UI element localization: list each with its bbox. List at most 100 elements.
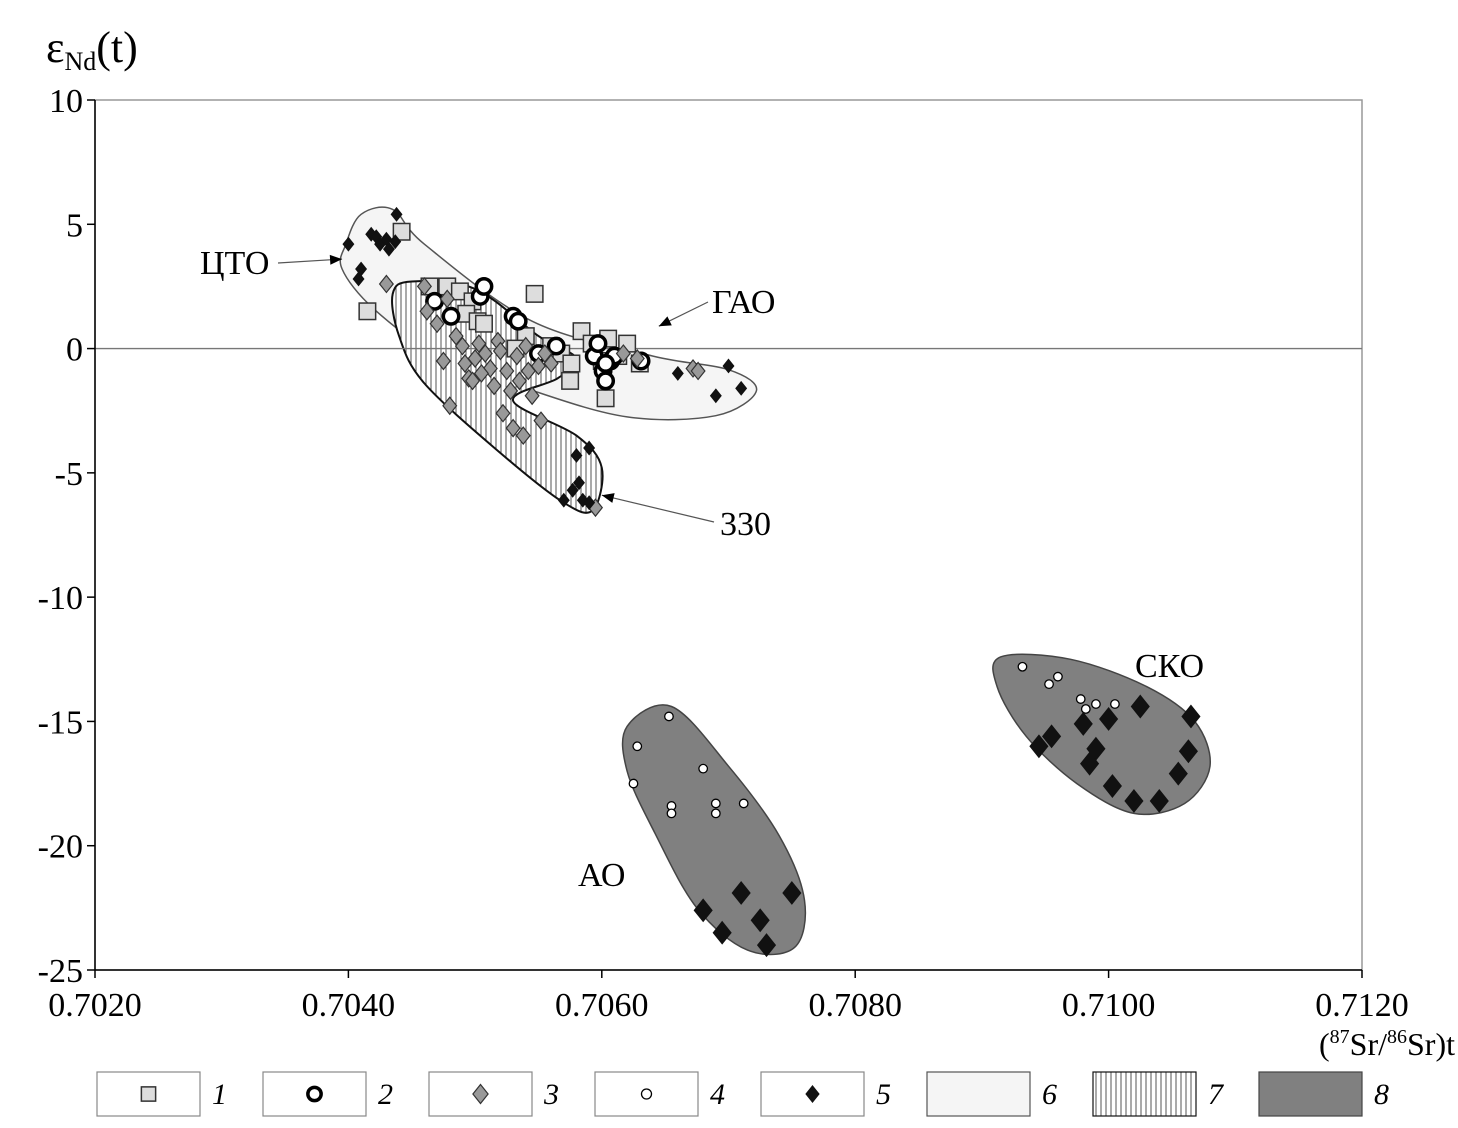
data-point-series-5 (1086, 736, 1106, 761)
data-point-series-4 (666, 808, 677, 819)
data-point-series-2 (596, 354, 616, 373)
legend-marker-3 (472, 1083, 489, 1105)
y-axis-label: εNd(t) (46, 23, 138, 76)
data-point-series-3 (454, 336, 470, 356)
data-point-series-3 (509, 346, 525, 366)
data-point-series-3 (473, 363, 490, 383)
data-point-series-5 (390, 206, 403, 222)
data-point-series-4 (628, 778, 639, 789)
x-tick-label: 0.7100 (1062, 987, 1156, 1024)
legend-label: 8 (1374, 1078, 1389, 1111)
legend-label: 2 (378, 1078, 393, 1111)
y-tick-label: -10 (38, 580, 83, 617)
data-point-series-2 (474, 276, 494, 296)
data-point-series-5 (693, 898, 713, 923)
data-point-series-5 (1124, 789, 1144, 813)
data-point-series-4 (1080, 704, 1091, 714)
data-point-series-3 (503, 381, 519, 401)
y-tick-label: -20 (38, 829, 83, 866)
field-outlines (339, 206, 1211, 956)
data-point-series-4 (664, 711, 674, 722)
data-point-series-5 (1168, 761, 1188, 786)
data-point-series-5 (750, 908, 770, 933)
data-point-series-3 (416, 276, 432, 296)
legend: 1 2 3 4 5 6 7 8 (96, 1071, 1389, 1117)
data-point-series-3 (495, 403, 511, 423)
data-point-series-3 (477, 344, 493, 364)
data-point-series-4 (1091, 699, 1101, 709)
field-8 (992, 653, 1211, 816)
arrow-head-icon (329, 254, 343, 265)
data-point-series-3 (486, 376, 502, 396)
field-8 (621, 704, 807, 956)
data-point-series-5 (1181, 704, 1201, 729)
data-point-series-1 (358, 302, 377, 321)
data-point-series-3 (439, 289, 455, 309)
y-tick-label: 5 (66, 207, 83, 244)
data-point-series-5 (382, 241, 395, 257)
data-point-series-1 (474, 314, 493, 333)
y-tick-label: -5 (55, 456, 83, 493)
data-point-series-2 (596, 371, 616, 391)
x-tick-label: 0.7120 (1315, 987, 1409, 1024)
data-point-series-5 (709, 388, 722, 404)
data-point-series-3 (464, 371, 481, 391)
legend-label: 4 (710, 1078, 725, 1111)
data-point-series-2 (546, 336, 566, 356)
y-tick-label: 10 (49, 83, 83, 120)
x-tick-label: 0.7060 (555, 987, 649, 1024)
data-point-series-1 (525, 284, 544, 303)
data-point-series-3 (492, 341, 509, 361)
data-point-series-5 (566, 482, 579, 498)
legend-swatch-8 (1258, 1071, 1363, 1117)
data-point-series-5 (1042, 724, 1062, 749)
data-point-series-2 (441, 306, 461, 326)
data-point-series-5 (1178, 739, 1198, 764)
data-point-series-4 (738, 798, 749, 809)
data-point-series-3 (629, 349, 645, 368)
legend-label: 6 (1042, 1078, 1057, 1111)
arrow-head-icon (601, 493, 615, 503)
data-point-series-4 (1017, 661, 1028, 672)
arrow-head-icon (658, 316, 672, 327)
data-point-series-5 (583, 495, 596, 511)
annotations: ЦТО ГАО 330 СКО АО (200, 245, 1204, 894)
x-tick-label: 0.7020 (48, 987, 142, 1024)
data-point-series-3 (615, 344, 631, 364)
data-point-series-3 (533, 411, 549, 431)
data-point-series-2 (508, 311, 528, 331)
data-point-series-5 (570, 447, 583, 463)
data-point-series-3 (518, 336, 534, 356)
data-point-series-1 (392, 222, 411, 241)
data-point-series-4 (632, 741, 643, 752)
data-point-series-5 (722, 358, 735, 374)
annotation-label: 330 (720, 506, 771, 543)
annotation-label: ГАО (712, 284, 775, 321)
data-point-series-4 (1044, 679, 1054, 690)
data-point-series-5 (576, 492, 589, 508)
data-point-series-5 (583, 440, 596, 456)
data-point-series-5 (756, 933, 777, 958)
data-point-series-3 (429, 314, 445, 334)
annotation-label: ЦТО (200, 245, 269, 282)
data-point-series-5 (735, 380, 748, 396)
data-point-series-3 (419, 301, 435, 321)
legend-label: 7 (1208, 1078, 1225, 1111)
data-point-series-2 (588, 334, 608, 354)
legend-marker-5 (805, 1085, 820, 1103)
data-point-series-4 (1075, 694, 1086, 704)
annotation-label: СКО (1135, 648, 1204, 685)
data-point-series-1 (596, 389, 615, 408)
data-point-series-5 (712, 920, 732, 945)
data-point-series-5 (731, 880, 751, 905)
data-point-series-3 (690, 361, 706, 381)
legend-marker-2 (306, 1085, 323, 1103)
y-tick-label: 0 (66, 332, 83, 369)
data-point-series-5 (573, 475, 585, 491)
data-point-series-3 (442, 396, 458, 416)
data-point-series-5 (1073, 711, 1093, 736)
data-point-series-3 (515, 426, 531, 446)
legend-label: 5 (876, 1078, 891, 1111)
data-point-series-5 (782, 880, 802, 905)
data-points (342, 206, 1201, 958)
